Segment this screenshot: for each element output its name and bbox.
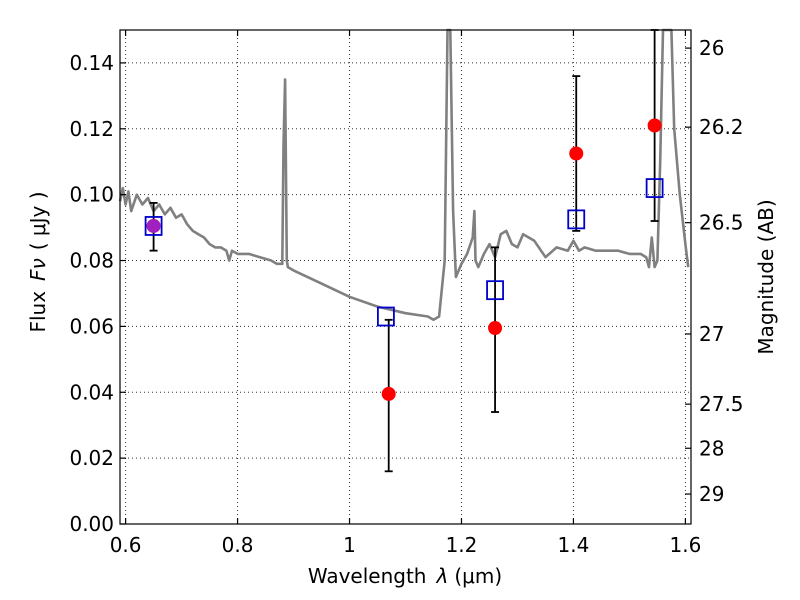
circle-marker (488, 321, 503, 336)
y-tick-label: 0.04 (69, 380, 114, 404)
circle-marker (381, 386, 396, 401)
y2-tick-label: 26 (699, 36, 724, 60)
x-tick-label: 1.4 (558, 533, 590, 557)
y2-tick-label: 26.2 (699, 115, 744, 139)
plot-frame (119, 29, 692, 525)
y-tick-label: 0.14 (69, 51, 114, 75)
circle-marker (569, 146, 584, 161)
grid-lines (120, 30, 691, 525)
y2-tick-label: 27 (699, 322, 724, 346)
y-tick-label: 0.06 (69, 314, 114, 338)
y2-axis-title: Magnitude (AB) (754, 199, 778, 354)
y-tick-label: 0.08 (69, 249, 114, 273)
markers (144, 29, 664, 473)
x-tick-label: 1.6 (669, 533, 701, 557)
model-spectrum-line (118, 28, 690, 322)
circle-marker (647, 118, 662, 133)
square-marker (567, 209, 586, 230)
square-marker (144, 216, 163, 236)
y-axis-title: FluxFν( μJy ) (26, 191, 50, 332)
x-tick-label: 1 (343, 533, 356, 557)
x-axis-title: Wavelength λ (μm) (308, 564, 502, 588)
y2-tick-label: 29 (699, 482, 724, 506)
y2-tick-label: 27.5 (699, 392, 744, 416)
y2-tick-label: 28 (699, 436, 724, 460)
x-tick-label: 1.2 (446, 533, 478, 557)
square-marker (486, 280, 504, 301)
x-tick-label: 0.8 (222, 533, 254, 557)
axis-ticks: 0.6 0.8 1 1.2 1.4 1.6 0.00 0.02 0.04 0.06 0.08 0.10… (69, 30, 744, 557)
y-tick-label: 0.00 (69, 512, 114, 536)
y-tick-label: 0.12 (69, 117, 114, 141)
y-tick-label: 0.02 (69, 446, 114, 470)
square-marker (645, 178, 664, 198)
plot-area (118, 28, 690, 322)
y-tick-label: 0.10 (69, 183, 114, 207)
y2-tick-label: 26.5 (699, 211, 744, 235)
square-marker (377, 306, 395, 327)
x-tick-label: 0.6 (110, 533, 142, 557)
circle-marker (146, 218, 161, 233)
